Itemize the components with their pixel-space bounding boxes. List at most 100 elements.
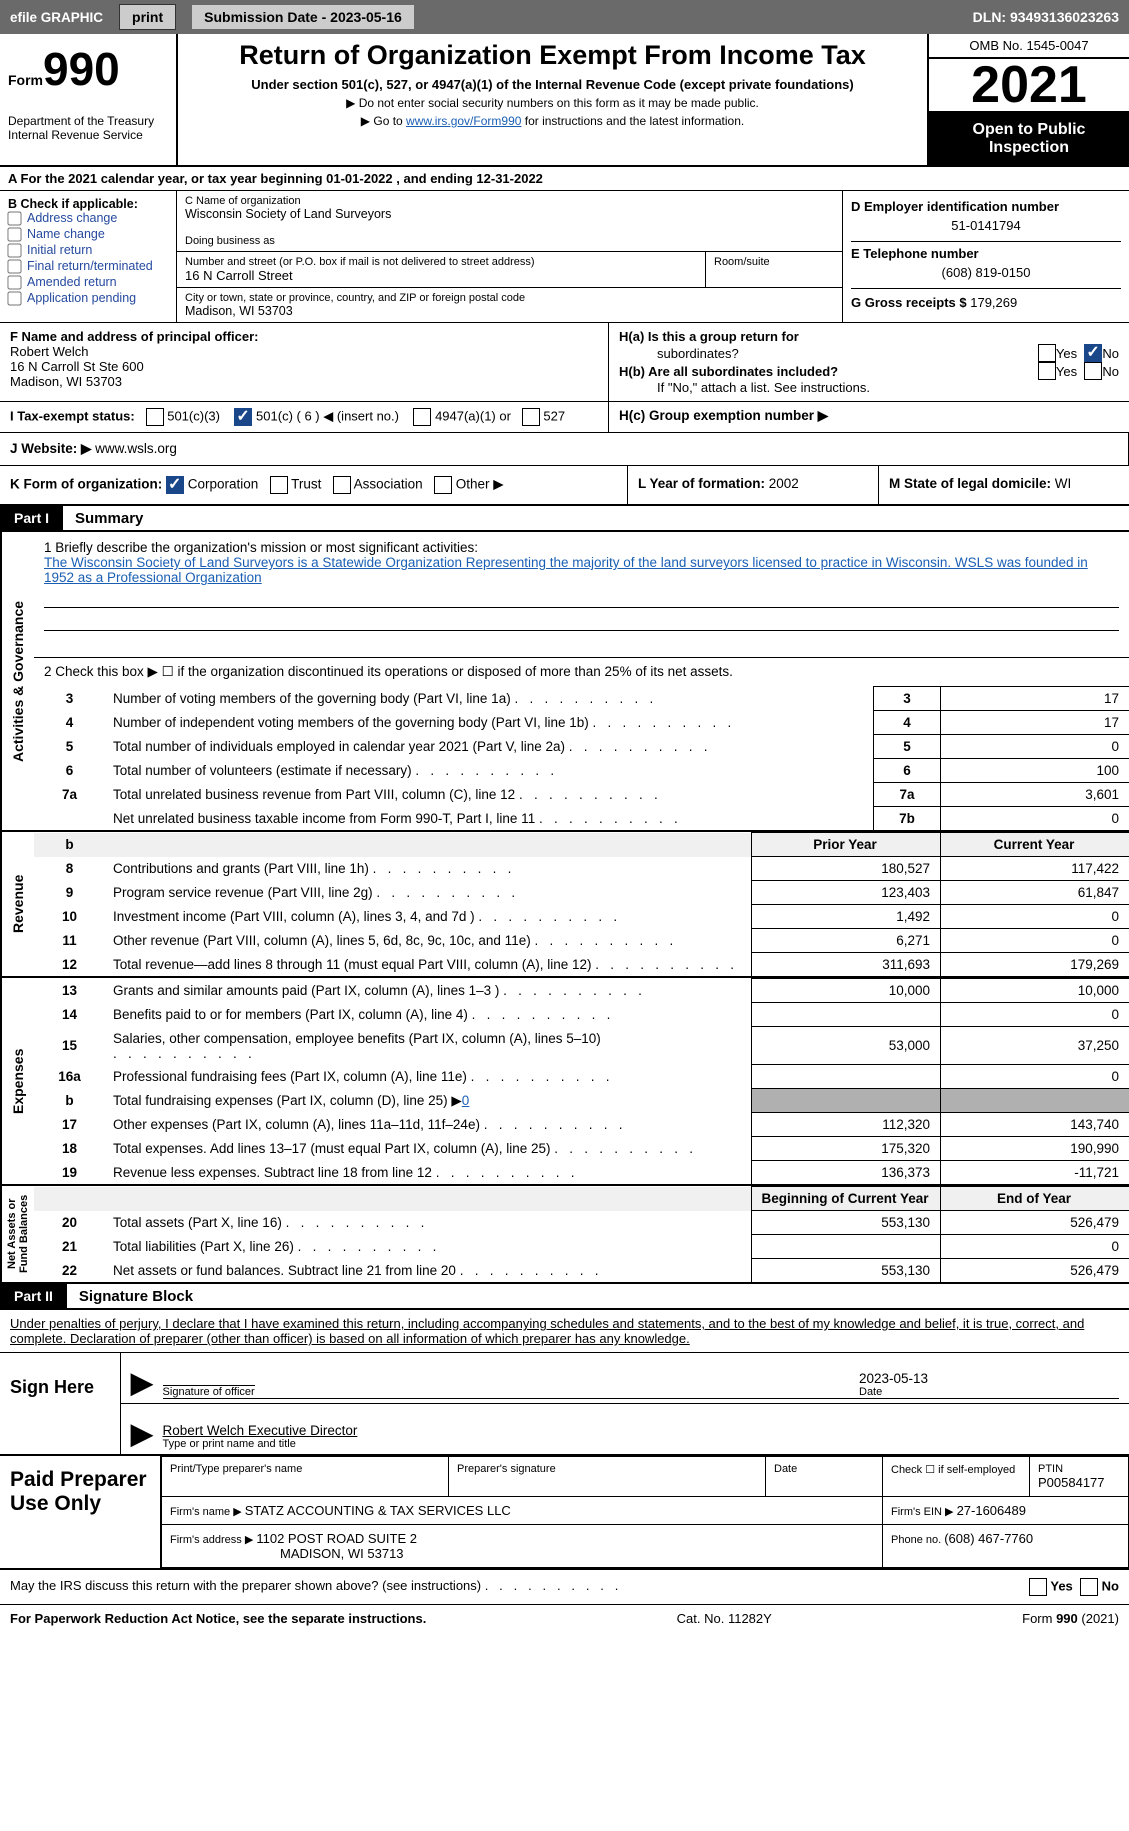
org-name-label: C Name of organization	[185, 195, 834, 207]
chk-other[interactable]	[434, 476, 452, 494]
opt-4947: 4947(a)(1) or	[435, 408, 511, 423]
firm-addr1: 1102 POST ROAD SUITE 2	[256, 1531, 417, 1546]
hdr-beg: Beginning of Current Year	[752, 1187, 941, 1211]
header-right: OMB No. 1545-0047 2021 Open to Public In…	[927, 34, 1129, 165]
street-value: 16 N Carroll Street	[185, 268, 697, 283]
table-row: 9Program service revenue (Part VIII, lin…	[34, 881, 1129, 905]
phone-value: (608) 819-0150	[851, 261, 1121, 284]
chk-527[interactable]	[522, 408, 540, 426]
firm-addr-label: Firm's address ▶	[170, 1534, 256, 1546]
hb-label: H(b) Are all subordinates included?	[619, 364, 838, 379]
chk-association[interactable]	[333, 476, 351, 494]
hb-no-chk[interactable]	[1084, 362, 1102, 380]
chk-corporation[interactable]	[166, 476, 184, 494]
hdr-end: End of Year	[941, 1187, 1129, 1211]
ha-no-chk[interactable]	[1084, 344, 1102, 362]
form-label: Form	[8, 72, 43, 88]
submission-date-label: Submission Date -	[204, 9, 330, 25]
form-subtitle: Under section 501(c), 527, or 4947(a)(1)…	[188, 77, 917, 92]
dept-label: Department of the TreasuryInternal Reven…	[8, 114, 168, 143]
row-j: J Website: ▶ www.wsls.org	[0, 433, 1129, 466]
table-row: 14Benefits paid to or for members (Part …	[34, 1003, 1129, 1027]
header-left: Form990 Department of the TreasuryIntern…	[0, 34, 178, 165]
open-inspection: Open to Public Inspection	[929, 113, 1129, 165]
f-label: F Name and address of principal officer:	[10, 329, 598, 344]
ha-label: H(a) Is this a group return for	[619, 329, 799, 344]
hb-yes: Yes	[1056, 364, 1077, 379]
lbl-other: Other ▶	[456, 477, 504, 492]
row-i: I Tax-exempt status: 501(c)(3) 501(c) ( …	[0, 402, 609, 432]
chk-name-change[interactable]	[7, 227, 21, 241]
row-f-h: F Name and address of principal officer:…	[0, 323, 1129, 402]
chk-address-change[interactable]	[7, 211, 21, 225]
net-table: Beginning of Current YearEnd of Year 20T…	[34, 1186, 1129, 1282]
irs-link[interactable]: www.irs.gov/Form990	[406, 114, 521, 128]
expenses-section: Expenses 13Grants and similar amounts pa…	[0, 978, 1129, 1186]
street-row: Number and street (or P.O. box if mail i…	[177, 252, 842, 288]
form-note-2: ▶ Go to www.irs.gov/Form990 for instruct…	[188, 114, 917, 128]
table-row: 5Total number of individuals employed in…	[34, 735, 1129, 759]
print-button[interactable]: print	[119, 4, 176, 30]
form-990-big: 990	[43, 43, 120, 95]
part1-header: Part I Summary	[0, 506, 1129, 532]
j-website: J Website: ▶ www.wsls.org	[0, 433, 1129, 465]
section-bcd: B Check if applicable: Address change Na…	[0, 191, 1129, 323]
table-row: 22Net assets or fund balances. Subtract …	[34, 1259, 1129, 1283]
opt-501c-pre: 501(c) (	[256, 408, 304, 423]
discuss-text: May the IRS discuss this return with the…	[10, 1578, 1029, 1596]
discuss-no-chk[interactable]	[1080, 1578, 1098, 1596]
table-row: 15Salaries, other compensation, employee…	[34, 1027, 1129, 1065]
calendar-year-text: A For the 2021 calendar year, or tax yea…	[0, 167, 551, 190]
chk-final-return[interactable]	[7, 259, 21, 273]
table-row: 21Total liabilities (Part X, line 26)0	[34, 1235, 1129, 1259]
lbl-trust: Trust	[291, 477, 321, 492]
chk-trust[interactable]	[270, 476, 288, 494]
top-bar: efile GRAPHIC print Submission Date - 20…	[0, 0, 1129, 34]
table-row: Net unrelated business taxable income fr…	[34, 807, 1129, 831]
activities-section: Activities & Governance 1 Briefly descri…	[0, 532, 1129, 832]
prep-sig-label: Preparer's signature	[457, 1463, 757, 1475]
table-row: bTotal fundraising expenses (Part IX, co…	[34, 1089, 1129, 1113]
table-row: 11Other revenue (Part VIII, column (A), …	[34, 929, 1129, 953]
room-label: Room/suite	[714, 256, 834, 268]
l-year: L Year of formation: 2002	[628, 466, 879, 504]
discuss-no: No	[1102, 1578, 1119, 1593]
chk-501c3[interactable]	[146, 408, 164, 426]
f-addr2: Madison, WI 53703	[10, 374, 598, 389]
street-label: Number and street (or P.O. box if mail i…	[185, 256, 697, 268]
opt-501c-post: ) ◀ (insert no.)	[312, 408, 399, 423]
hb-yes-chk[interactable]	[1038, 362, 1056, 380]
prep-phone-label: Phone no.	[891, 1534, 944, 1546]
hb-no: No	[1102, 364, 1119, 379]
hb-note: If "No," attach a list. See instructions…	[619, 380, 1119, 395]
ptin-value: P00584177	[1038, 1475, 1120, 1490]
table-row: 7aTotal unrelated business revenue from …	[34, 783, 1129, 807]
note2-post: for instructions and the latest informat…	[521, 114, 744, 128]
lbl-amended-return: Amended return	[27, 275, 117, 289]
city-cell: City or town, state or province, country…	[177, 288, 842, 322]
firm-ein-label: Firm's EIN ▶	[891, 1506, 957, 1518]
chk-4947[interactable]	[413, 408, 431, 426]
chk-initial-return[interactable]	[7, 243, 21, 257]
mission-blank-3	[44, 631, 1119, 649]
ha-yes-chk[interactable]	[1038, 344, 1056, 362]
table-row: 8Contributions and grants (Part VIII, li…	[34, 857, 1129, 881]
part1-label: Part I	[0, 506, 63, 530]
chk-amended-return[interactable]	[7, 275, 21, 289]
table-row: 10Investment income (Part VIII, column (…	[34, 905, 1129, 929]
expenses-table: 13Grants and similar amounts paid (Part …	[34, 978, 1129, 1184]
chk-501c[interactable]	[234, 408, 252, 426]
l-label: L Year of formation:	[638, 476, 769, 491]
arrow-icon-2: ▶	[131, 1417, 153, 1450]
chk-application-pending[interactable]	[7, 291, 21, 305]
discuss-yes-chk[interactable]	[1029, 1578, 1047, 1596]
col-f: F Name and address of principal officer:…	[0, 323, 609, 401]
side-activities: Activities & Governance	[0, 532, 34, 830]
m-val: WI	[1055, 476, 1072, 491]
table-row: 6Total number of volunteers (estimate if…	[34, 759, 1129, 783]
city-label: City or town, state or province, country…	[185, 292, 834, 304]
footer-left: For Paperwork Reduction Act Notice, see …	[10, 1611, 426, 1626]
table-row: 3Number of voting members of the governi…	[34, 687, 1129, 711]
col-d: D Employer identification number 51-0141…	[843, 191, 1129, 322]
k-label: K Form of organization:	[10, 477, 166, 492]
